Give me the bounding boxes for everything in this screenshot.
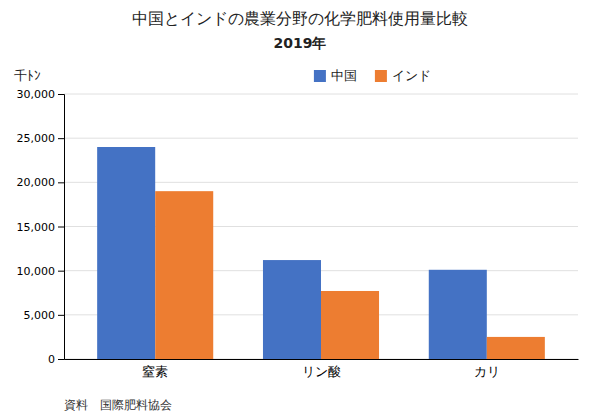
y-tick: 15,000 — [17, 221, 65, 234]
bar — [97, 147, 155, 359]
x-tick: カリ — [474, 364, 500, 379]
legend-label: 中国 — [331, 68, 357, 83]
chart-svg: 中国とインドの農業分野の化学肥料使用量比較 2019年 0 5,000 10,000 15… — [0, 0, 600, 419]
y-tick-mark — [58, 227, 64, 228]
y-tick: 10,000 — [17, 265, 65, 278]
x-tick: リン酸 — [302, 364, 341, 379]
y-tick: 0 — [48, 353, 64, 366]
grid — [64, 94, 578, 359]
bar — [487, 337, 545, 359]
y-tick-label: 15,000 — [17, 221, 56, 234]
grid-line — [64, 94, 578, 95]
bar — [321, 291, 379, 359]
y-tick-label: 5,000 — [24, 309, 56, 322]
plot-area: 0 5,000 10,000 15,000 20,000 25,000 30,000 窒素 リン… — [17, 88, 579, 379]
legend: 中国 インド — [314, 68, 431, 83]
y-axis-line — [58, 95, 65, 360]
legend-label: インド — [392, 68, 431, 83]
y-axis-title: 千ﾄﾝ — [14, 68, 41, 83]
y-tick: 20,000 — [17, 176, 65, 189]
chart-subtitle: 2019年 — [274, 35, 327, 51]
y-tick-label: 0 — [48, 353, 55, 366]
legend-item: インド — [375, 68, 431, 83]
x-tick: 窒素 — [142, 364, 168, 379]
y-tick-mark — [58, 138, 64, 139]
y-tick-mark — [58, 315, 64, 316]
x-axis-line — [65, 359, 579, 360]
legend-swatch — [314, 70, 326, 82]
y-tick-mark — [58, 271, 64, 272]
bar-series — [155, 191, 545, 359]
source-note: 資料 国際肥料協会 — [64, 398, 172, 412]
x-tick-label: カリ — [474, 364, 500, 379]
y-tick-mark — [58, 182, 64, 183]
y-axis: 0 5,000 10,000 15,000 20,000 25,000 30,000 — [17, 88, 65, 366]
legend-swatch — [375, 70, 387, 82]
bars — [97, 147, 545, 359]
y-tick-label: 20,000 — [17, 176, 56, 189]
bar — [155, 191, 213, 359]
y-tick-mark — [58, 94, 64, 95]
y-tick-label: 10,000 — [17, 265, 56, 278]
y-tick-label: 30,000 — [17, 88, 56, 101]
bar — [263, 260, 321, 359]
x-axis: 窒素 リン酸 カリ — [65, 360, 579, 380]
y-tick-label: 25,000 — [17, 132, 56, 145]
x-tick-label: リン酸 — [302, 364, 341, 379]
y-tick: 5,000 — [24, 309, 65, 322]
y-tick: 25,000 — [17, 132, 65, 145]
bar-series — [97, 147, 487, 359]
legend-item: 中国 — [314, 68, 357, 83]
grid-line — [64, 138, 578, 139]
x-tick-label: 窒素 — [142, 364, 168, 379]
chart-title: 中国とインドの農業分野の化学肥料使用量比較 — [132, 9, 468, 28]
y-tick-mark — [58, 359, 64, 360]
y-tick: 30,000 — [17, 88, 65, 101]
bar — [429, 270, 487, 359]
